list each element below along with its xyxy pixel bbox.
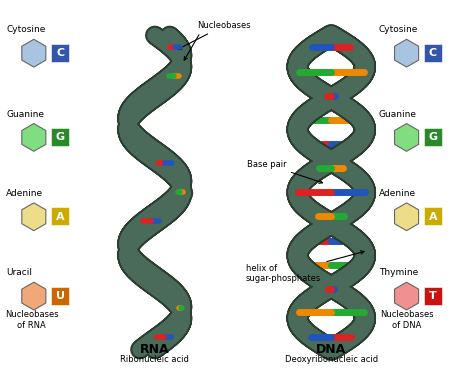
Text: Cytosine: Cytosine — [6, 25, 46, 34]
Text: G: G — [428, 132, 438, 143]
FancyBboxPatch shape — [424, 287, 442, 304]
Polygon shape — [394, 124, 419, 151]
Text: DNA: DNA — [316, 343, 346, 356]
Text: Deoxyribonucleic acid: Deoxyribonucleic acid — [285, 356, 378, 365]
Text: Cytosine: Cytosine — [379, 25, 418, 34]
Text: T: T — [429, 291, 437, 301]
Polygon shape — [394, 203, 419, 231]
Text: C: C — [429, 48, 437, 58]
FancyBboxPatch shape — [51, 44, 69, 62]
Text: Guanine: Guanine — [379, 110, 417, 119]
Text: Guanine: Guanine — [6, 110, 44, 119]
Text: Uracil: Uracil — [6, 268, 32, 277]
Text: helix of
sugar-phosphates: helix of sugar-phosphates — [246, 251, 364, 283]
Text: Ribonucleic acid: Ribonucleic acid — [120, 356, 189, 365]
Text: Adenine: Adenine — [379, 189, 416, 198]
Polygon shape — [22, 39, 46, 67]
Text: Nucleobases
of DNA: Nucleobases of DNA — [380, 310, 433, 330]
Text: Adenine: Adenine — [6, 189, 43, 198]
Text: A: A — [56, 212, 64, 222]
Polygon shape — [394, 39, 419, 67]
Polygon shape — [394, 282, 419, 310]
Text: U: U — [55, 291, 64, 301]
Polygon shape — [22, 282, 46, 310]
Text: C: C — [56, 48, 64, 58]
FancyBboxPatch shape — [424, 128, 442, 146]
Text: RNA: RNA — [140, 343, 170, 356]
Polygon shape — [22, 124, 46, 151]
Text: Thymine: Thymine — [379, 268, 418, 277]
FancyBboxPatch shape — [424, 207, 442, 225]
FancyBboxPatch shape — [51, 207, 69, 225]
Text: A: A — [428, 212, 437, 222]
Polygon shape — [22, 203, 46, 231]
Text: Nucleobases
of RNA: Nucleobases of RNA — [5, 310, 59, 330]
Text: Nucleobases: Nucleobases — [178, 21, 251, 49]
Text: Base pair: Base pair — [247, 160, 322, 183]
Text: G: G — [55, 132, 64, 143]
FancyBboxPatch shape — [51, 128, 69, 146]
FancyBboxPatch shape — [51, 287, 69, 304]
FancyBboxPatch shape — [424, 44, 442, 62]
